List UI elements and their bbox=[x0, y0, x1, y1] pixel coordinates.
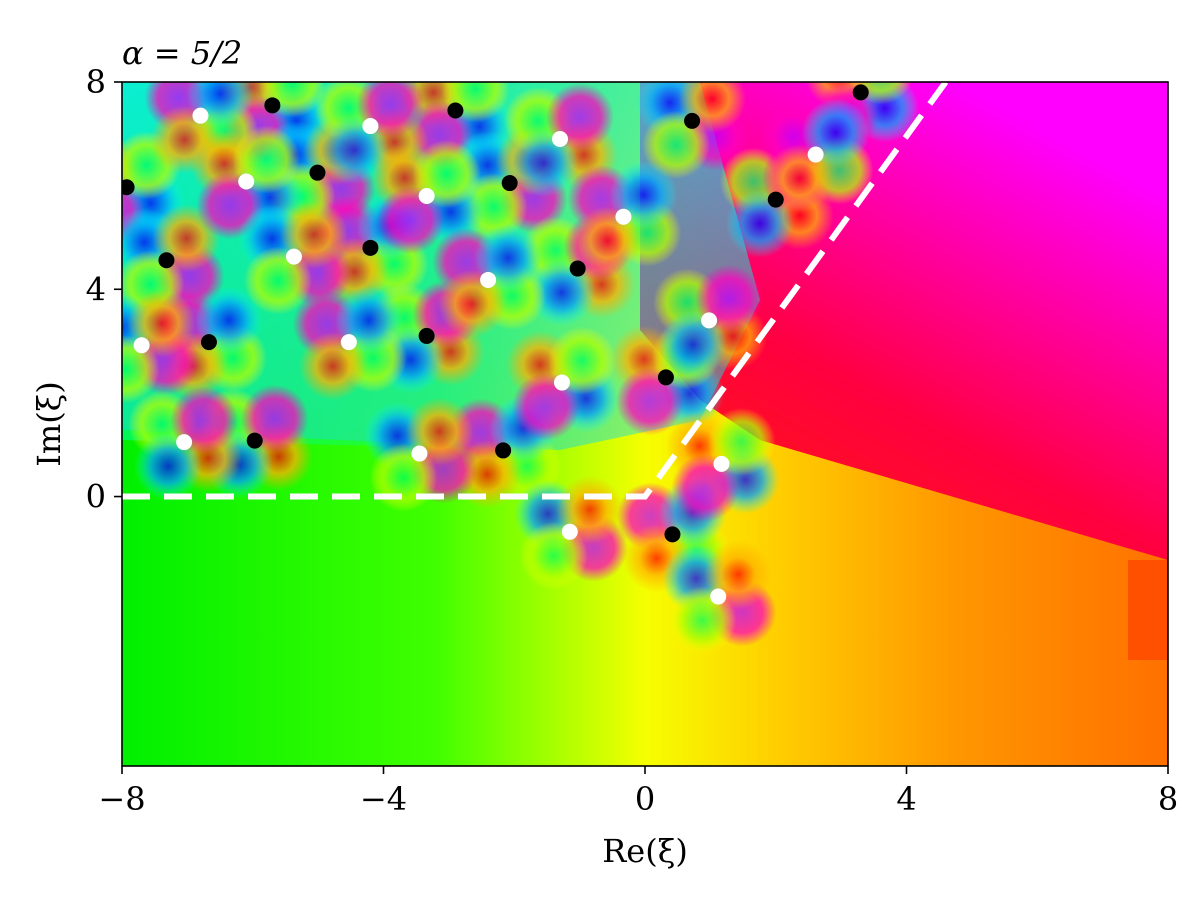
zero-marker-white bbox=[411, 445, 428, 462]
zero-marker-black bbox=[767, 191, 784, 208]
zero-marker-black bbox=[447, 102, 464, 119]
y-axis-label: Im(ξ) bbox=[30, 381, 68, 467]
zero-marker-white bbox=[701, 312, 718, 329]
zero-marker-black bbox=[495, 442, 512, 459]
zero-marker-black bbox=[122, 179, 135, 196]
y-tick-label: 8 bbox=[86, 63, 106, 101]
zero-marker-black bbox=[664, 526, 681, 543]
zero-marker-white bbox=[552, 131, 569, 147]
zero-marker-white bbox=[362, 118, 379, 135]
x-tick-label: 0 bbox=[635, 780, 655, 818]
zero-marker-black bbox=[362, 239, 379, 256]
zero-marker-white bbox=[285, 248, 302, 265]
axes-ticks: −8 −4 0 4 8 0 4 8 bbox=[86, 63, 1179, 818]
x-tick-label: −8 bbox=[98, 780, 145, 818]
zero-marker-black bbox=[418, 327, 435, 344]
zero-marker-black bbox=[501, 175, 518, 192]
zero-marker-white bbox=[553, 374, 570, 391]
x-axis-label: Re(ξ) bbox=[602, 832, 688, 870]
zero-marker-white bbox=[480, 271, 497, 288]
zero-marker-black bbox=[246, 432, 263, 449]
overlay-layer bbox=[122, 82, 949, 605]
zero-marker-white bbox=[133, 337, 150, 354]
zero-marker-black bbox=[200, 334, 217, 351]
zero-marker-black bbox=[309, 164, 326, 181]
chart-title: α = 5/2 bbox=[122, 34, 242, 72]
x-tick-label: 4 bbox=[896, 780, 916, 818]
y-tick-label: 4 bbox=[86, 270, 106, 308]
zero-marker-black bbox=[158, 252, 175, 269]
zero-marker-black bbox=[684, 112, 701, 129]
x-tick-label: 8 bbox=[1158, 780, 1178, 818]
phase-plot-image bbox=[122, 82, 1168, 766]
zero-marker-black bbox=[657, 369, 674, 386]
zero-marker-white bbox=[176, 434, 193, 451]
zero-marker-white bbox=[192, 107, 209, 124]
zero-marker-black bbox=[264, 97, 281, 114]
zero-marker-white bbox=[340, 334, 357, 351]
zero-marker-white bbox=[615, 208, 632, 225]
zero-marker-white bbox=[561, 523, 578, 540]
branch-cut-line bbox=[122, 82, 949, 500]
zero-marker-white bbox=[713, 455, 730, 472]
y-tick-label: 0 bbox=[86, 478, 106, 516]
zero-marker-white bbox=[807, 146, 824, 163]
x-tick-label: −4 bbox=[360, 780, 407, 818]
zero-marker-white bbox=[710, 588, 727, 605]
zero-marker-black bbox=[569, 260, 586, 277]
zero-marker-white bbox=[238, 173, 255, 190]
zero-marker-black bbox=[852, 84, 869, 101]
zero-marker-white bbox=[418, 188, 435, 204]
